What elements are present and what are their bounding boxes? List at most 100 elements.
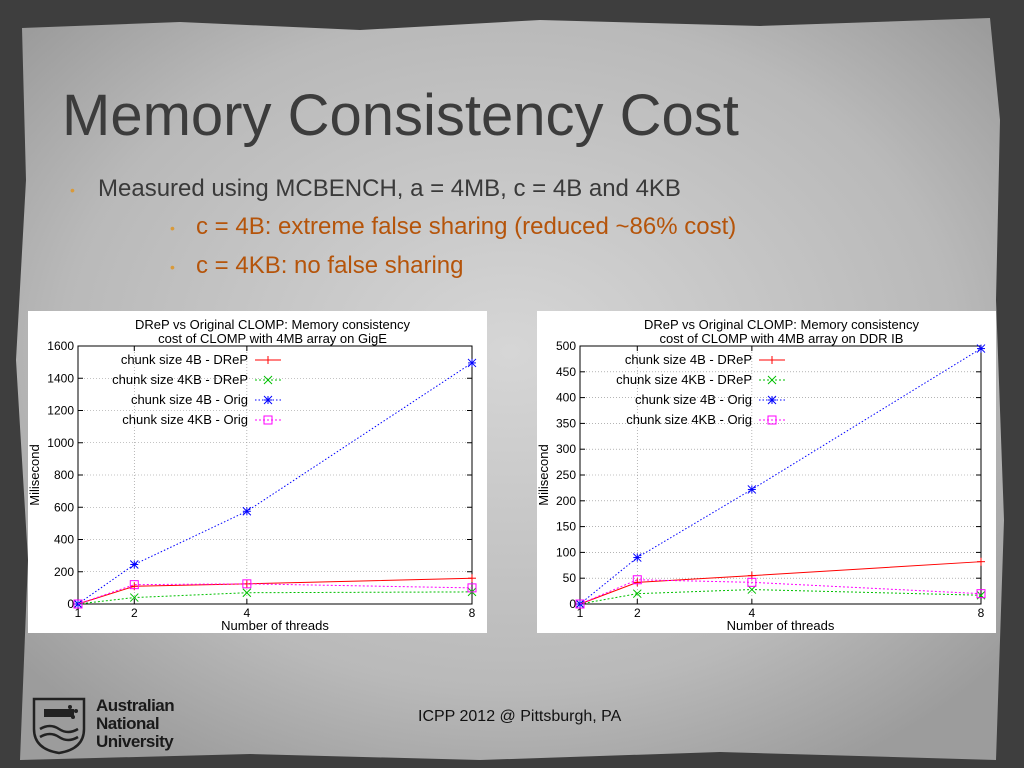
legend-marker-4 xyxy=(767,415,777,425)
legend-label-3: chunk size 4B - Orig xyxy=(635,392,752,407)
data-point-s4-4 xyxy=(467,583,477,593)
anu-logo: Australian National University xyxy=(30,695,190,755)
data-point-s3-2 xyxy=(632,553,642,562)
y-tick-label: 250 xyxy=(556,468,576,482)
logo-line-3: University xyxy=(96,732,174,751)
data-point-s3-4 xyxy=(976,344,986,353)
legend-marker-2 xyxy=(263,375,273,385)
bullet-dot-icon: • xyxy=(70,181,75,198)
series-line-1 xyxy=(77,577,473,605)
x-tick-label: 2 xyxy=(634,606,641,620)
y-tick-label: 1200 xyxy=(47,404,74,418)
plot-frame xyxy=(77,345,473,605)
y-tick-label: 0 xyxy=(67,597,74,611)
data-point-s2-2 xyxy=(129,593,139,602)
data-point-s2-3 xyxy=(747,585,757,594)
y-tick-label: 150 xyxy=(556,520,576,534)
series-line-2 xyxy=(77,591,473,605)
data-point-s4-2 xyxy=(632,575,642,585)
bullet-main-text: Measured using MCBENCH, a = 4MB, c = 4B … xyxy=(98,175,681,202)
data-point-s4-4 xyxy=(976,589,986,599)
sub-bullet-1: • c = 4B: extreme false sharing (reduced … xyxy=(170,213,736,241)
x-axis-label: Number of threads xyxy=(221,618,329,633)
data-point-s4-1 xyxy=(575,599,585,609)
legend-label-2: chunk size 4KB - DReP xyxy=(616,372,752,387)
legend-marker-2 xyxy=(767,375,777,385)
legend-marker-1 xyxy=(768,356,776,364)
y-tick-label: 1000 xyxy=(47,436,74,450)
data-point-s1-4 xyxy=(468,574,476,583)
y-tick-label: 450 xyxy=(556,365,576,379)
x-tick-label: 4 xyxy=(749,606,756,620)
legend-marker-3 xyxy=(263,395,273,405)
x-tick-label: 8 xyxy=(978,606,985,620)
chart-title-line-1: DReP vs Original CLOMP: Memory consisten… xyxy=(644,317,920,332)
data-point-s3-3 xyxy=(747,485,757,494)
data-point-s4-1 xyxy=(73,599,83,609)
data-point-s1-2 xyxy=(633,578,642,587)
legend-label-2: chunk size 4KB - DReP xyxy=(112,372,248,387)
legend-label-4: chunk size 4KB - Orig xyxy=(122,412,248,427)
footer-text: ICPP 2012 @ Pittsburgh, PA xyxy=(418,708,622,725)
legend-label-1: chunk size 4B - DReP xyxy=(625,352,752,367)
logo-line-1: Australian xyxy=(96,696,175,715)
y-tick-label: 1400 xyxy=(47,371,74,385)
data-point-s1-4 xyxy=(977,557,985,566)
x-tick-label: 2 xyxy=(131,606,138,620)
y-tick-label: 50 xyxy=(563,571,577,585)
x-tick-label: 1 xyxy=(75,606,82,620)
y-tick-label: 800 xyxy=(54,468,74,482)
chart-gige: DReP vs Original CLOMP: Memory consisten… xyxy=(28,311,487,633)
logo-line-2: National xyxy=(96,714,160,733)
bullet-dot-icon: • xyxy=(170,258,175,275)
y-axis-label: Milisecond xyxy=(28,444,42,505)
anu-wordmark: Australian National University xyxy=(96,696,175,751)
sub-bullet-2-text: c = 4KB: no false sharing xyxy=(196,252,464,279)
y-axis-label: Milisecond xyxy=(537,444,551,505)
series-line-3 xyxy=(579,348,982,605)
legend-marker-1 xyxy=(264,356,272,364)
data-point-s4-3 xyxy=(747,577,757,587)
data-point-s2-2 xyxy=(632,589,642,599)
bullet-main: • Measured using MCBENCH, a = 4MB, c = 4B… xyxy=(70,175,681,203)
page-title: Memory Consistency Cost xyxy=(62,83,739,148)
x-tick-label: 4 xyxy=(244,606,251,620)
y-tick-label: 0 xyxy=(569,597,576,611)
data-point-s4-3 xyxy=(242,579,252,589)
anu-crest-icon xyxy=(32,697,86,755)
y-tick-label: 500 xyxy=(556,339,576,353)
plot-frame xyxy=(579,345,982,605)
legend-label-4: chunk size 4KB - Orig xyxy=(626,412,752,427)
legend-label-1: chunk size 4B - DReP xyxy=(121,352,248,367)
y-tick-label: 400 xyxy=(556,391,576,405)
sub-bullet-1-text: c = 4B: extreme false sharing (reduced ~… xyxy=(196,213,737,240)
legend-marker-3 xyxy=(767,395,777,405)
y-tick-label: 100 xyxy=(556,545,576,559)
y-tick-label: 350 xyxy=(556,416,576,430)
legend-marker-4 xyxy=(263,415,273,425)
y-tick-label: 1600 xyxy=(47,339,74,353)
data-point-s2-3 xyxy=(242,588,252,598)
x-tick-label: 8 xyxy=(469,606,476,620)
legend-label-3: chunk size 4B - Orig xyxy=(131,392,248,407)
series-line-1 xyxy=(579,561,982,605)
series-line-2 xyxy=(579,589,982,605)
bullet-dot-icon: • xyxy=(170,219,175,236)
x-axis-label: Number of threads xyxy=(727,618,835,633)
chart-title-line-2: cost of CLOMP with 4MB array on DDR IB xyxy=(660,331,904,346)
y-tick-label: 600 xyxy=(54,500,74,514)
sub-bullet-2: • c = 4KB: no false sharing xyxy=(170,252,464,280)
y-tick-label: 200 xyxy=(556,494,576,508)
data-point-s4-2 xyxy=(129,580,139,590)
y-tick-label: 400 xyxy=(54,533,74,547)
data-point-s3-3 xyxy=(242,506,252,516)
chart-svg: DReP vs Original CLOMP: Memory consisten… xyxy=(28,317,477,633)
series-line-4 xyxy=(77,583,473,605)
y-tick-label: 300 xyxy=(556,442,576,456)
data-point-s3-2 xyxy=(129,560,139,569)
chart-title-line-1: DReP vs Original CLOMP: Memory consisten… xyxy=(135,317,411,332)
chart-title-line-2: cost of CLOMP with 4MB array on GigE xyxy=(158,331,387,346)
x-tick-label: 1 xyxy=(577,606,584,620)
chart-ddr-ib: DReP vs Original CLOMP: Memory consisten… xyxy=(537,311,996,633)
chart-svg: DReP vs Original CLOMP: Memory consisten… xyxy=(537,317,986,633)
